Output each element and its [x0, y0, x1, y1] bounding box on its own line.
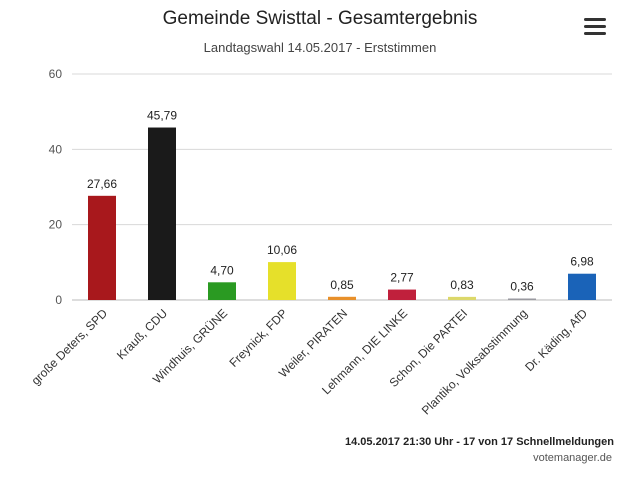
credit-link[interactable]: votemanager.de: [533, 452, 612, 464]
bar: [88, 195, 116, 300]
x-tick-label: Dr. Käding, AfD: [522, 306, 590, 374]
data-label: 27,66: [87, 177, 117, 191]
bar: [388, 289, 416, 300]
data-label: 6,98: [570, 255, 594, 269]
data-label: 0,83: [450, 278, 474, 292]
y-tick-label: 60: [49, 67, 63, 81]
bar: [448, 296, 476, 300]
bar: [208, 282, 236, 300]
data-label: 10,06: [267, 243, 297, 257]
chart-subtitle: Landtagswahl 14.05.2017 - Erststimmen: [203, 40, 437, 55]
data-label: 0,85: [330, 278, 354, 292]
x-tick-label: große Deters, SPD: [29, 306, 111, 388]
bar: [328, 296, 356, 300]
bar: [508, 298, 536, 300]
x-tick-label: Freynick, FDP: [226, 306, 290, 370]
chart-title: Gemeinde Swisttal - Gesamtergebnis: [162, 8, 478, 29]
data-label: 0,36: [510, 280, 534, 294]
x-tick-label: Plantiko, Volksabstimmung: [419, 306, 530, 417]
bar: [568, 273, 596, 300]
data-label: 4,70: [210, 263, 234, 277]
x-tick-label: Krauß, CDU: [114, 306, 170, 362]
hamburger-menu-icon[interactable]: [584, 18, 606, 36]
bar: [268, 262, 296, 300]
y-tick-label: 0: [55, 293, 62, 307]
data-label: 2,77: [390, 271, 414, 285]
y-tick-label: 40: [49, 142, 63, 156]
bar: [148, 127, 176, 301]
status-footer: 14.05.2017 21:30 Uhr - 17 von 17 Schnell…: [344, 436, 614, 448]
data-label: 45,79: [147, 109, 177, 123]
y-tick-label: 20: [49, 218, 63, 232]
